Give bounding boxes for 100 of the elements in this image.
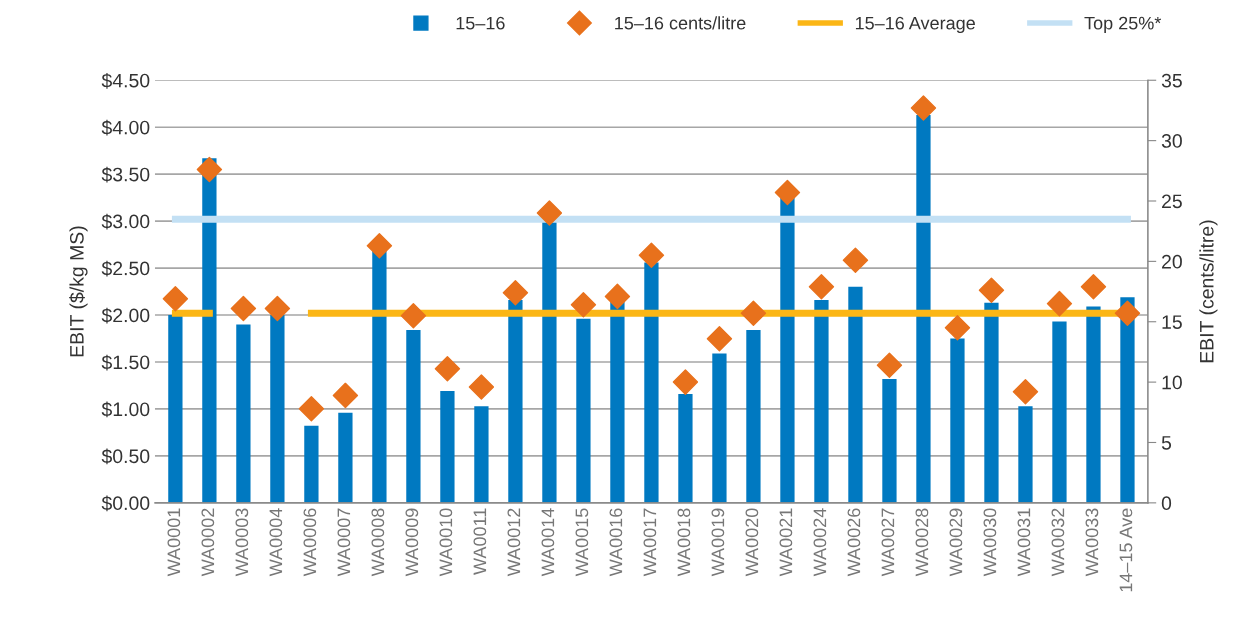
y2-tick-label: 15 (1162, 315, 1182, 329)
bar (576, 318, 591, 503)
bar (202, 158, 217, 503)
y-tick-label: $1.00 (101, 401, 150, 418)
point (366, 232, 393, 259)
point (162, 286, 189, 312)
y-tick-label: $3.50 (101, 166, 150, 183)
y2-tick-label: 0 (1161, 496, 1172, 511)
point (264, 295, 291, 322)
x-tick-label: WA0014 (541, 508, 555, 577)
bar (746, 330, 761, 503)
point (808, 274, 835, 300)
x-tick-label: WA0017 (643, 508, 657, 577)
x-tick-label: WA0031 (1017, 508, 1031, 577)
legend-label: Top 25%* (1084, 16, 1162, 34)
x-tick-label: WA0009 (405, 508, 419, 577)
point (638, 242, 665, 269)
x-tick-label: WA0006 (303, 508, 317, 577)
x-tick-label: WA0030 (983, 508, 997, 577)
bar (1052, 321, 1067, 503)
y-tick-label: $1.50 (101, 354, 150, 371)
legend-label: 15–16 Average (855, 16, 975, 34)
point (434, 356, 461, 382)
bar (678, 393, 693, 503)
x-tick-label: 14–15 Ave (1119, 508, 1133, 592)
point (1114, 300, 1141, 327)
point (978, 277, 1005, 304)
bar (610, 301, 625, 503)
y2-tick-label: 25 (1162, 194, 1182, 209)
x-tick-label: WA0016 (609, 508, 623, 577)
x-tick-label: WA0015 (575, 508, 589, 577)
bar (882, 378, 897, 503)
x-tick-label: WA0020 (745, 508, 759, 577)
point (740, 300, 767, 327)
bar (338, 412, 353, 503)
x-tick-label: WA0003 (235, 508, 249, 577)
point (944, 315, 971, 341)
point (774, 179, 801, 206)
y-tick-label: $4.00 (101, 119, 150, 136)
point (706, 325, 733, 352)
point (536, 200, 563, 226)
x-tick-label: WA0001 (167, 508, 181, 577)
y2-tick-label: 5 (1161, 436, 1172, 450)
y2-tick-label: 35 (1161, 73, 1182, 88)
x-tick-label: WA0012 (507, 508, 521, 577)
legend-label: 15–16 (456, 16, 505, 30)
y-tick-label: $2.00 (101, 307, 150, 324)
y2-tick-label: 30 (1161, 134, 1182, 148)
x-tick-label: WA0032 (1051, 508, 1065, 577)
bar (712, 353, 727, 503)
point (1046, 290, 1073, 317)
bar (950, 338, 965, 503)
y-tick-label: $0.50 (101, 448, 150, 465)
x-tick-label: WA0010 (439, 508, 453, 577)
y-tick-label: $3.00 (101, 213, 150, 230)
x-tick-label: WA0021 (779, 508, 793, 577)
y2-tick-label: 10 (1162, 375, 1182, 390)
point (298, 395, 325, 422)
point (604, 283, 631, 310)
bar (916, 115, 931, 503)
x-tick-label: WA0024 (813, 508, 827, 577)
x-tick-label: WA0002 (201, 508, 215, 577)
point (876, 352, 903, 378)
point (842, 247, 869, 273)
bar (372, 250, 387, 503)
bar (984, 302, 999, 503)
y-axis-title: EBIT ($/kg MS) (69, 226, 88, 357)
point (468, 374, 495, 400)
point (672, 369, 699, 395)
bar (780, 196, 795, 503)
y-tick-label: $0.00 (101, 495, 150, 512)
bar (1018, 406, 1033, 503)
bar (406, 330, 421, 503)
x-tick-label: WA0011 (473, 508, 487, 575)
point (332, 382, 359, 409)
x-tick-label: WA0028 (915, 508, 929, 577)
y2-tick-label: 20 (1162, 254, 1182, 269)
bar (1086, 306, 1101, 503)
x-tick-label: WA0019 (711, 508, 725, 577)
bar (304, 425, 319, 503)
bar (270, 315, 285, 503)
point (502, 280, 529, 306)
bar (814, 300, 829, 503)
point (910, 95, 937, 121)
x-tick-label: WA0008 (371, 508, 385, 577)
x-tick-label: WA0018 (677, 508, 691, 577)
bar (236, 324, 251, 503)
point (570, 292, 597, 318)
bar (168, 315, 183, 503)
bar (474, 406, 489, 503)
bar (440, 391, 455, 503)
x-tick-label: WA0027 (881, 508, 895, 577)
bar (1120, 297, 1135, 503)
point (400, 302, 427, 329)
x-tick-label: WA0004 (269, 508, 283, 577)
bar (644, 262, 659, 503)
x-tick-label: WA0033 (1085, 508, 1099, 577)
legend-label: 15–16 cents/litre (615, 16, 746, 30)
point (230, 295, 257, 322)
point (1012, 379, 1039, 405)
